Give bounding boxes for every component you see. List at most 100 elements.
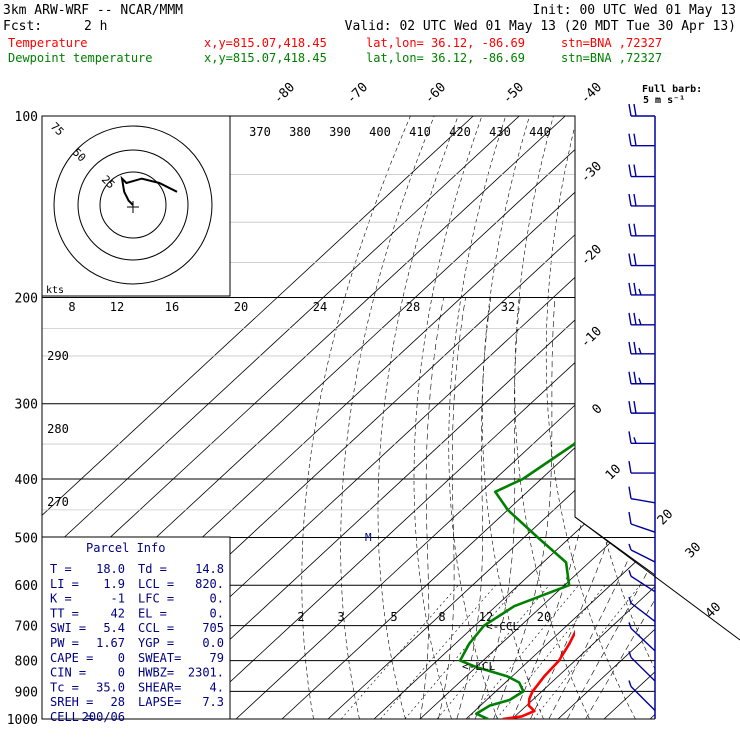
parcel-info-cell: 820. (195, 577, 224, 591)
barb-flag (633, 164, 637, 177)
barb-flag (638, 377, 642, 384)
moist-adiabat-line (548, 297, 655, 719)
wind-barb (628, 431, 655, 445)
barb-flag (633, 253, 637, 266)
pressure-label: 500 (15, 531, 38, 546)
barb-legend-line1: Full barb: (642, 84, 702, 95)
hodograph-trace (120, 175, 178, 206)
parcel-info-cell: 0 (118, 666, 125, 680)
parcel-info-cell: 0. (210, 592, 224, 606)
series-info: Temperature x,y=815.07,418.45 lat,lon= 3… (8, 36, 662, 65)
parcel-info-cell: 28 (111, 695, 125, 709)
dry-adiabat-label: 290 (47, 349, 69, 363)
mixing-ratio-line (533, 585, 641, 719)
isotherm-label: 40 (703, 600, 725, 622)
barb-flag (633, 133, 637, 146)
barb-flag (638, 318, 642, 326)
barb-flag (633, 193, 637, 207)
mixing-ratio-low-label: 2 (297, 610, 304, 624)
temp-stn: stn=BNA ,72327 (561, 36, 662, 50)
pressure-label: 800 (15, 655, 38, 670)
dry-adiabat-label: 270 (47, 495, 69, 509)
wind-barb (628, 133, 655, 147)
pressure-label: 100 (15, 110, 38, 125)
parcel-info-cell: Tc = (50, 680, 79, 694)
parcel-info-cell: TT = (50, 606, 79, 620)
mixing-ratio-label: 24 (313, 300, 327, 314)
wind-barb (628, 622, 656, 652)
parcel-info-cell: 1.9 (103, 577, 125, 591)
parcel-info-box (41, 536, 231, 720)
ccl-marker: <-CCL (486, 620, 519, 633)
isotherm-line (143, 116, 655, 719)
barb-staff (630, 602, 656, 623)
dry-adiabat-label: 280 (47, 422, 69, 436)
barb-flag (628, 596, 632, 604)
moist-adiabat-line (530, 297, 647, 719)
barb-flag (628, 511, 632, 525)
header: 3km ARW-WRF -- NCAR/MMM Init: 00 UTC Wed… (3, 3, 736, 34)
dry-adiabat-line (576, 116, 655, 719)
barb-flag (628, 570, 632, 577)
parcel-info-cell: YGP = (138, 636, 174, 650)
parcel-info-cell: 5.4 (103, 621, 125, 635)
mixing-ratio-label: 12 (110, 300, 124, 314)
valid-time: Valid: 02 UTC Wed 01 May 13 (20 MDT Tue … (345, 19, 736, 34)
wind-barb (628, 511, 656, 533)
moist-adiabat-line (493, 297, 556, 719)
parcel-info-cell: 200/06 (82, 710, 125, 724)
parcel-info-cell: LI = (50, 577, 79, 591)
barb-flag (628, 133, 632, 146)
parcel-info-cell: 79 (210, 651, 224, 665)
mixing-ratio-label: 16 (165, 300, 179, 314)
parcel-info-cell: 0.0 (202, 636, 224, 650)
theta-label: 420 (449, 125, 471, 139)
model-title: 3km ARW-WRF -- NCAR/MMM (3, 3, 183, 18)
wind-barb (628, 401, 655, 414)
barb-flag (633, 312, 637, 325)
parcel-info-cell: Td = (138, 562, 167, 576)
barb-flag (628, 543, 632, 551)
parcel-info-cell: SREH = (50, 695, 93, 709)
barb-staff (630, 685, 656, 711)
dew-xy: x,y=815.07,418.45 (204, 51, 327, 65)
barb-flag (628, 680, 632, 687)
dew-latlon: lat,lon= 36.12, -86.69 (366, 51, 525, 65)
barb-flag (628, 431, 632, 444)
isotherm-label: -50 (500, 80, 527, 107)
mixing-ratio-low-label: 5 (390, 610, 397, 624)
barb-flag (628, 401, 632, 414)
barb-staff (630, 575, 656, 593)
isotherm-label: -80 (271, 80, 298, 107)
mixing-ratio-line (340, 585, 459, 719)
mixing-ratio-label: 32 (501, 300, 515, 314)
temp-label: Temperature (8, 36, 87, 50)
barb-staff (630, 627, 656, 652)
mixing-ratio-low-label: 3 (337, 610, 344, 624)
level-markers: <-CCL <-LCL M (365, 531, 519, 673)
parcel-info-cell: CIN = (50, 666, 86, 680)
parcel-info-cell: -1 (111, 592, 125, 606)
parcel-info-cell: 705 (202, 621, 224, 635)
hodograph-ring (77, 149, 189, 261)
isotherm-label: -20 (578, 242, 605, 269)
pressure-label: 600 (15, 579, 38, 594)
isotherm-label: 30 (683, 540, 705, 562)
wind-barb (628, 103, 655, 117)
temp-latlon: lat,lon= 36.12, -86.69 (366, 36, 525, 50)
barb-flag (628, 651, 632, 658)
barb-flag (628, 164, 632, 177)
isotherm-line (42, 116, 566, 719)
isotherm-line (189, 116, 655, 719)
isotherm-label: 20 (655, 507, 677, 529)
barb-flag (628, 103, 632, 117)
wind-barb (628, 543, 656, 563)
barb-flag (628, 193, 632, 207)
parcel-info-cell: SHEAR= (138, 680, 181, 694)
pressure-label: 300 (15, 398, 38, 413)
theta-label: 440 (529, 125, 551, 139)
barb-flag (628, 282, 632, 296)
theta-label: 430 (489, 125, 511, 139)
moist-adiabat-line (474, 297, 521, 719)
